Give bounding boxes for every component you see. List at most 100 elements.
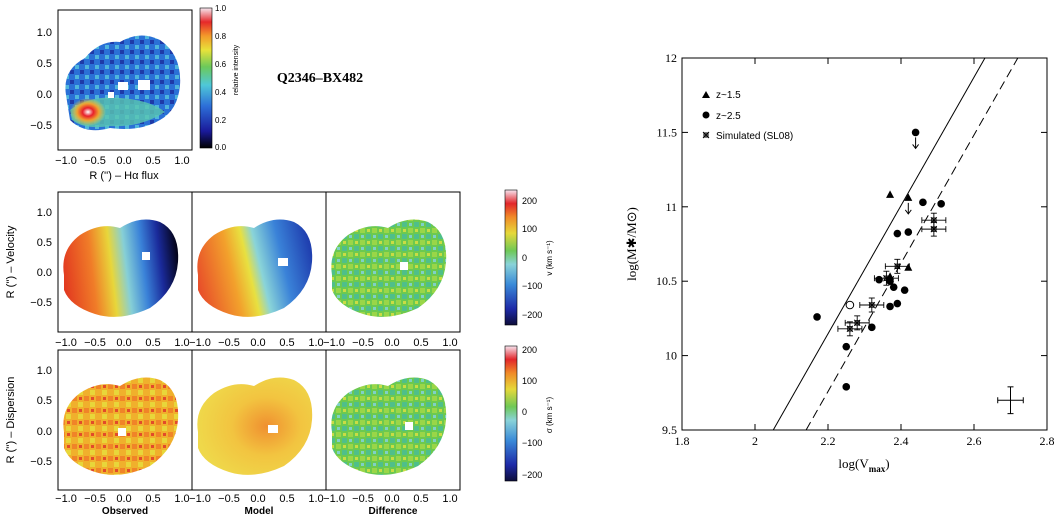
disp-cb-tick-4: −100 <box>522 438 542 448</box>
y-tick-label: 12 <box>665 51 677 65</box>
halpha-flux-panel: 1.0 0.5 0.0 −0.5 −1.0 −0.5 0.0 0.5 1.0 R… <box>30 4 363 182</box>
point-simulated <box>884 258 910 274</box>
vel-cb-tick-2: 100 <box>522 224 537 234</box>
disp-ytick-1: 1.0 <box>37 365 52 377</box>
vel-model-image <box>197 219 313 317</box>
point-z25 <box>904 228 913 236</box>
flux-colorbar <box>199 7 213 149</box>
flux-xtick-4: 0.5 <box>145 155 160 167</box>
vel-cb-tick-5: −200 <box>522 310 542 320</box>
point-z25 <box>868 323 876 332</box>
disp-observed-image <box>63 377 179 475</box>
vel-xtick-a2: −0.5 <box>84 337 106 349</box>
point-open-circle <box>845 300 855 310</box>
legend-z15-label: z~1.5 <box>716 90 741 101</box>
disp-xtick-a2: −0.5 <box>84 493 106 505</box>
disp-xtick-c2: −0.5 <box>352 493 374 505</box>
y-tick-label: 10 <box>665 349 677 363</box>
vel-xtick-c5: 1.0 <box>442 337 457 349</box>
point-simulated <box>844 315 870 331</box>
flux-ytick-4: −0.5 <box>30 120 52 132</box>
point-simulated <box>873 270 899 286</box>
scatter-ylabel: log(M✱/M⊙) <box>624 207 639 281</box>
velocity-ylabel: R ('') – Velocity <box>5 225 17 298</box>
flux-xtick-5: 1.0 <box>174 155 189 167</box>
upper-limit-arrow <box>904 202 912 215</box>
disp-xtick-c4: 0.5 <box>413 493 428 505</box>
point-z25 <box>813 313 821 321</box>
vel-xtick-c1: −1.0 <box>323 337 345 349</box>
point-z25 <box>842 383 851 391</box>
scatter-marks <box>813 128 1024 415</box>
vel-xtick-a1: −1.0 <box>55 337 77 349</box>
legend-z25-label: z~2.5 <box>716 111 741 122</box>
y-tick-label: 11.5 <box>656 125 677 139</box>
velocity-y-ticks: 1.0 0.5 0.0 −0.5 <box>30 207 52 309</box>
point-simulated <box>859 297 885 313</box>
scatter-xlabel-sub: max <box>869 464 886 474</box>
column-label-difference: Difference <box>369 506 418 517</box>
vel-xtick-a5: 1.0 <box>174 337 189 349</box>
legend-star-marker <box>702 131 710 139</box>
disp-ytick-3: 0.0 <box>37 426 52 438</box>
x-tick-label: 2.8 <box>1040 434 1055 448</box>
velocity-x-ticks: −1.0 −0.5 0.0 0.5 1.0 −1.0 −0.5 0.0 0.5 … <box>55 337 458 349</box>
vel-xtick-b2: −0.5 <box>218 337 240 349</box>
disp-xtick-b1: −1.0 <box>189 493 211 505</box>
disp-difference-image <box>331 377 447 475</box>
disp-ytick-4: −0.5 <box>30 456 52 468</box>
disp-model-image <box>197 377 313 475</box>
vel-xtick-c3: 0.0 <box>384 337 399 349</box>
flux-colorbar-label: relative intensity <box>233 44 240 95</box>
vel-xtick-b4: 0.5 <box>279 337 294 349</box>
vel-cb-tick-1: 200 <box>522 196 537 206</box>
disp-xtick-a5: 1.0 <box>174 493 189 505</box>
point-z25 <box>937 200 945 208</box>
vel-xtick-b3: 0.0 <box>250 337 265 349</box>
legend-triangle-marker <box>702 91 710 98</box>
typical-errorbar <box>997 386 1024 415</box>
y-tick-label: 9.5 <box>662 423 677 437</box>
disp-cb-tick-1: 200 <box>522 345 537 355</box>
vel-xtick-b1: −1.0 <box>189 337 211 349</box>
scatter-xlabel-main: log(V <box>838 456 869 471</box>
point-z25 <box>886 302 894 311</box>
flux-ytick-2: 0.5 <box>37 58 52 70</box>
halpha-flux-xlabel: R ('') – Hα flux <box>89 170 159 182</box>
column-labels: Observed Model Difference <box>102 506 418 517</box>
disp-cb-tick-2: 100 <box>522 376 537 386</box>
disp-xtick-a1: −1.0 <box>55 493 77 505</box>
disp-xtick-b5: 1.0 <box>308 493 323 505</box>
disp-cb-tick-5: −200 <box>522 470 542 480</box>
point-z25 <box>875 275 883 284</box>
scatter-xlabel: log(Vmax) <box>838 456 889 474</box>
x-tick-label: 2.4 <box>894 434 909 448</box>
vel-xtick-a3: 0.0 <box>116 337 131 349</box>
legend-simulated-label: Simulated (SL08) <box>716 131 793 142</box>
velocity-colorbar <box>504 189 518 326</box>
vel-xtick-c2: −0.5 <box>352 337 374 349</box>
disp-ytick-2: 0.5 <box>37 395 52 407</box>
vel-xtick-a4: 0.5 <box>145 337 160 349</box>
fit-lines <box>772 57 1019 431</box>
flux-colorbar-ticks: 1.0 0.8 0.6 0.4 0.2 0.0 <box>215 4 227 152</box>
y-tick-label: 11 <box>665 200 677 214</box>
object-label: Q2346–BX482 <box>277 71 363 86</box>
x-tick-label: 1.8 <box>675 434 690 448</box>
flux-xtick-3: 0.0 <box>116 155 131 167</box>
dispersion-y-ticks: 1.0 0.5 0.0 −0.5 <box>30 365 52 468</box>
flux-cb-tick-3: 0.6 <box>215 60 227 69</box>
disp-xtick-c5: 1.0 <box>442 493 457 505</box>
y-tick-label: 10.5 <box>656 274 677 288</box>
flux-xtick-1: −1.0 <box>55 155 77 167</box>
disp-cb-tick-3: 0 <box>522 407 527 417</box>
legend-circle-marker <box>702 111 710 119</box>
disp-xtick-c3: 0.0 <box>384 493 399 505</box>
point-z25 <box>911 128 920 137</box>
point-z25 <box>893 229 902 238</box>
column-label-observed: Observed <box>102 506 148 517</box>
flux-ytick-1: 1.0 <box>37 27 52 39</box>
mass-velocity-scatter: 1.8 2 2.2 2.4 2.6 2.8 12 11.5 11 10.5 10 9.5 z~1.5 … <box>624 51 1055 474</box>
vel-ytick-3: 0.0 <box>37 267 52 279</box>
dispersion-x-ticks: −1.0 −0.5 0.0 0.5 1.0 −1.0 −0.5 0.0 0.5 … <box>55 493 458 505</box>
